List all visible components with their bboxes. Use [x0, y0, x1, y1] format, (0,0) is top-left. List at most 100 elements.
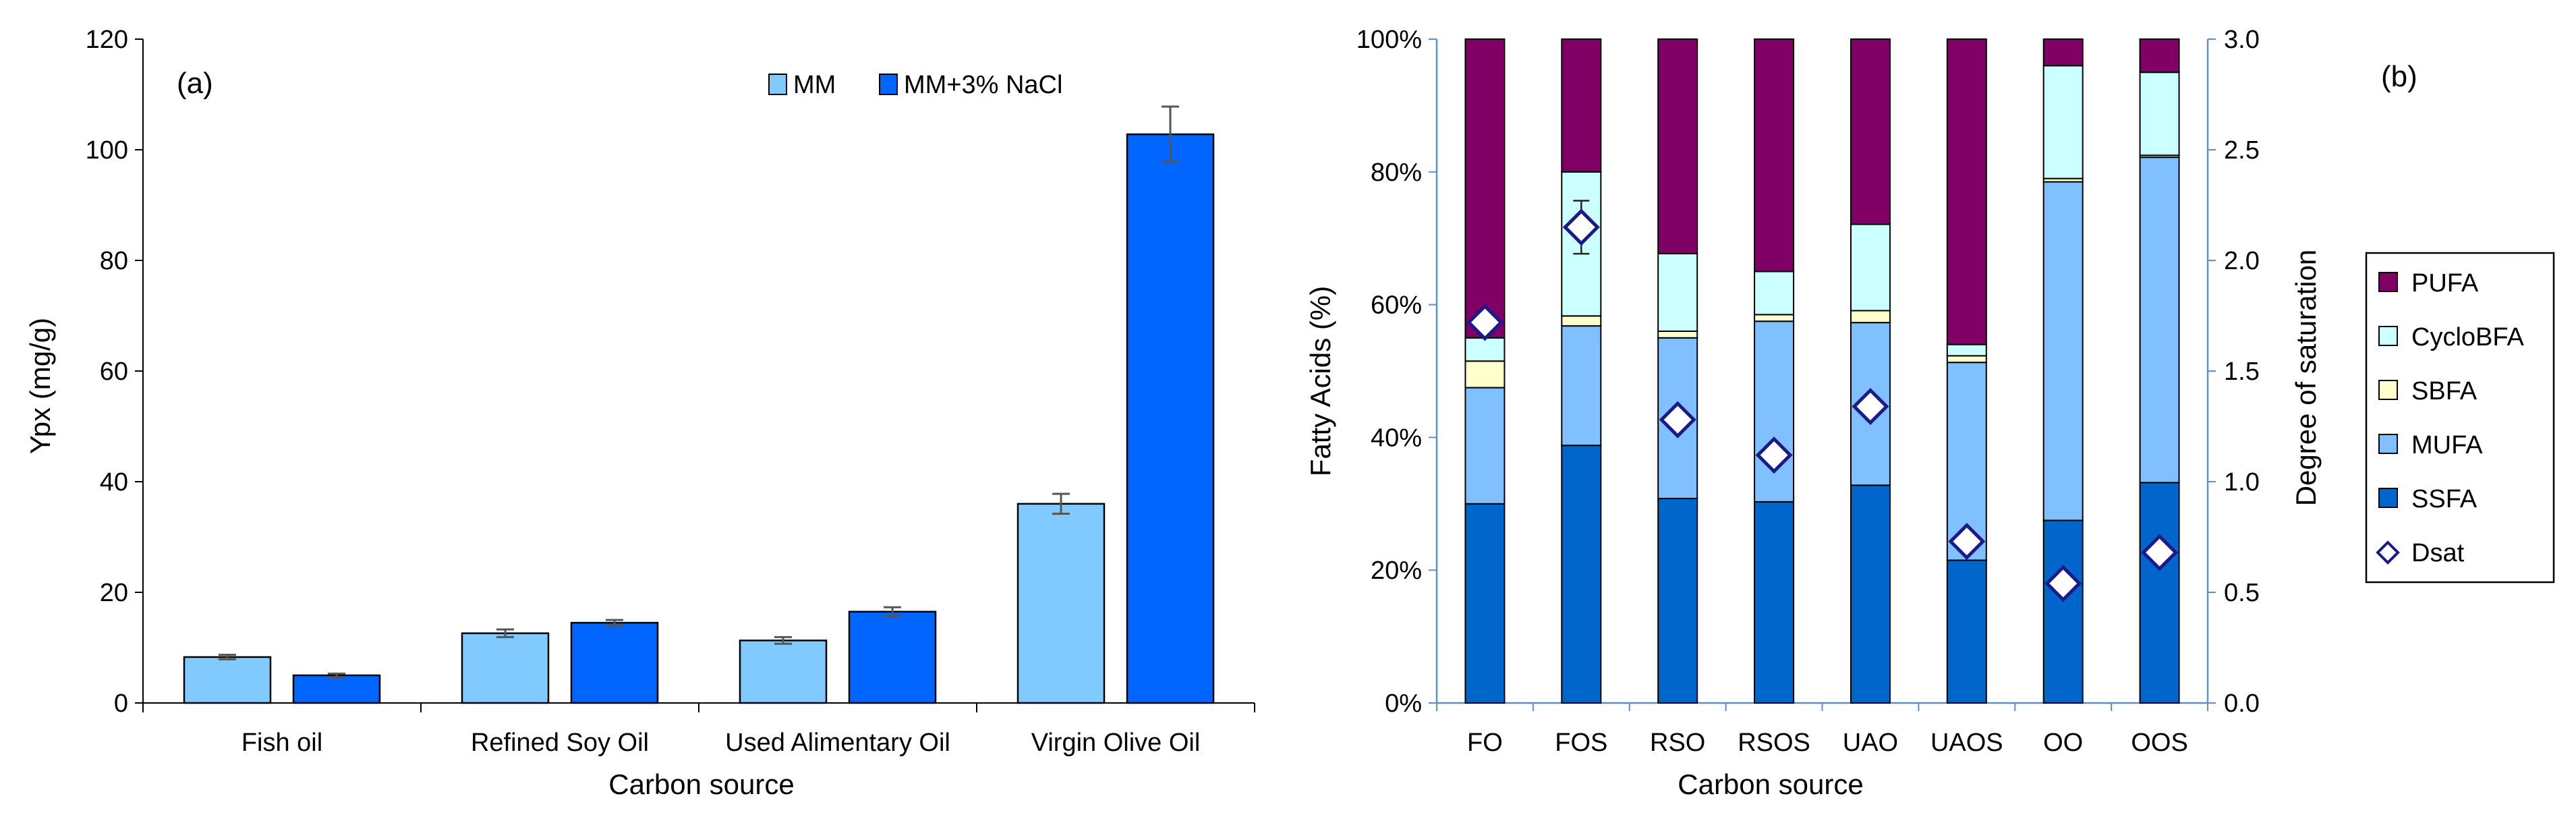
panel-b-y2-axis-title: Degree of saturation	[2290, 250, 2322, 507]
panel-b-legend-label: CycloBFA	[2411, 323, 2524, 351]
panel-b-legend-swatch	[2378, 488, 2398, 508]
panel-b-dsat-marker	[1852, 387, 1889, 426]
panel-b-chart: 0% 20% 40% 60% 80% 100% 0.0 0.5 1.0 1.5 2.0 2.5 3.0 F…	[1305, 26, 2555, 800]
panel-a-bar-mm	[183, 656, 272, 704]
panel-b-y-tick-label: 100%	[1356, 26, 1422, 54]
panel-b-segment-ssfa	[1561, 445, 1602, 704]
panel-b-legend-swatch	[2378, 380, 2398, 400]
panel-b-category-label: OOS	[2131, 729, 2187, 757]
panel-b-y2-tick-label: 2.5	[2224, 136, 2260, 165]
panel-a-category-label: Virgin Olive Oil	[1031, 729, 1201, 757]
panel-a-legend: MM MM+3% NaCl	[768, 71, 1062, 99]
panel-b-dsat-marker	[1659, 401, 1696, 439]
panel-b-category-label: RSOS	[1738, 729, 1810, 757]
panel-b-y-tick-label: 40%	[1371, 424, 1422, 452]
panel-a-error-bars	[219, 105, 1179, 678]
panel-b-y2-tick-label: 0.5	[2224, 579, 2260, 607]
panel-b-y-tick-label: 60%	[1371, 291, 1422, 320]
panel-b-segment-ssfa	[1850, 484, 1891, 704]
panel-a-y-tick-label: 0	[114, 689, 128, 718]
panel-b-segment-sbfa	[1850, 310, 1891, 324]
panel-b-category-label: OO	[2043, 729, 2083, 757]
panel-a-bar-mm	[739, 640, 828, 704]
panel-b-segment-cyclobfa	[1464, 337, 1506, 362]
panel-b-legend-label: PUFA	[2411, 269, 2479, 298]
panel-b-y-tick-label: 80%	[1371, 159, 1422, 187]
panel-b-segment-pufa	[1850, 38, 1891, 225]
panel-b-segment-ssfa	[2042, 519, 2084, 704]
panel-b-legend-swatch	[2378, 326, 2398, 346]
panel-a-y-tick-label: 60	[100, 358, 128, 386]
panel-a-bar-mm	[1017, 503, 1106, 704]
panel-a-bar-mm	[461, 632, 550, 704]
panel-b-dsat-marker	[1948, 523, 1986, 561]
panel-b-y-tick-label: 0%	[1385, 689, 1422, 718]
panel-b-segment-pufa	[1464, 38, 1506, 339]
panel-b-tick-labels: 0% 20% 40% 60% 80% 100% 0.0 0.5 1.0 1.5 2.0 2.5 3.0 F…	[1356, 26, 2260, 757]
panel-a-y-tick-label: 100	[86, 136, 128, 165]
panel-b-legend-swatch	[2376, 540, 2400, 565]
panel-b-segment-pufa	[1561, 38, 1602, 173]
panel-b-category-label: UAO	[1843, 729, 1898, 757]
panel-b-legend-label: SBFA	[2411, 377, 2478, 405]
panel-a-legend-swatch	[768, 74, 787, 95]
panel-a-category-label: Fish oil	[241, 729, 322, 757]
panel-a-x-axis-title: Carbon source	[608, 768, 794, 800]
panel-b-segment-cyclobfa	[1754, 271, 1795, 316]
panel-b-y-axis-title: Fatty Acids (%)	[1305, 286, 1336, 476]
panel-b-category-label: FO	[1467, 729, 1503, 757]
panel-a-legend-label: MM+3% NaCl	[904, 71, 1062, 99]
panel-b-stacked-bars	[1464, 38, 2180, 704]
panel-b-legend-swatch	[2378, 434, 2398, 454]
panel-b-legend-label: Dsat	[2411, 539, 2465, 567]
panel-b-legend-box	[2365, 252, 2555, 584]
panel-b-dsat-markers	[1466, 200, 2179, 602]
panel-b-y2-tick-label: 1.0	[2224, 468, 2260, 497]
panel-b-segment-mufa	[2042, 181, 2084, 521]
panel-b-segment-cyclobfa	[2042, 65, 2084, 179]
panel-a-legend-label: MM	[793, 71, 836, 99]
panel-b-segment-mufa	[1464, 387, 1506, 505]
panel-a-category-label: Refined Soy Oil	[471, 729, 649, 757]
panel-b-category-label: RSO	[1650, 729, 1705, 757]
panel-a-bar-mm-3-nacl	[292, 674, 381, 704]
panel-a-legend-swatch	[879, 74, 898, 95]
panel-b-segment-sbfa	[1464, 360, 1506, 389]
panel-a-tick-labels: 0 20 40 60 80 100 120 Fish oil Refined Soy Oil Us…	[86, 26, 1201, 757]
panel-b-category-label: UAOS	[1930, 729, 2003, 757]
panel-b-y2-tick-label: 1.5	[2224, 358, 2260, 386]
panel-b-segment-pufa	[1657, 38, 1698, 254]
panel-b-axes	[1429, 38, 2216, 711]
panel-b-segment-sbfa	[1561, 315, 1602, 327]
panel-b-segment-pufa	[2139, 38, 2180, 74]
panel-b-segment-cyclobfa	[1657, 252, 1698, 332]
panel-a-bar-mm-3-nacl	[570, 621, 659, 704]
panel-a-y-tick-label: 20	[100, 579, 128, 607]
panel-a-bar-mm-3-nacl	[1126, 133, 1215, 704]
panel-b-legend-label: MUFA	[2411, 431, 2483, 459]
panel-a-y-tick-label: 40	[100, 468, 128, 497]
panel-a-category-label: Used Alimentary Oil	[725, 729, 950, 757]
panel-b-dsat-marker	[1755, 436, 1793, 474]
panel-b-y2-tick-label: 3.0	[2224, 26, 2260, 54]
panel-a-y-tick-label: 80	[100, 247, 128, 275]
panel-a-label: (a)	[177, 67, 213, 100]
panel-b-segment-ssfa	[1464, 503, 1506, 704]
panel-b-legend-label: SSFA	[2411, 485, 2478, 513]
panel-b-segment-sbfa	[1754, 314, 1795, 322]
panel-b-segment-cyclobfa	[1946, 343, 1987, 357]
panel-b-segment-ssfa	[1754, 501, 1795, 704]
panel-a-bar-mm-3-nacl	[848, 611, 937, 704]
panel-b-y-tick-label: 20%	[1371, 557, 1422, 585]
panel-b-segment-pufa	[1946, 38, 1987, 345]
panel-b-segment-sbfa	[1657, 330, 1698, 339]
panel-b-segment-ssfa	[1657, 497, 1698, 704]
panel-a-chart: 0 20 40 60 80 100 120 Fish oil Refined Soy Oil Us…	[24, 26, 1255, 800]
panel-b-y2-tick-label: 2.0	[2224, 247, 2260, 275]
panel-b-dsat-marker	[1466, 304, 1504, 341]
panel-b-segment-pufa	[2042, 38, 2084, 67]
panel-b-y2-tick-label: 0.0	[2224, 689, 2260, 718]
panel-b-segment-pufa	[1754, 38, 1795, 273]
panel-a-y-tick-label: 120	[86, 26, 128, 54]
